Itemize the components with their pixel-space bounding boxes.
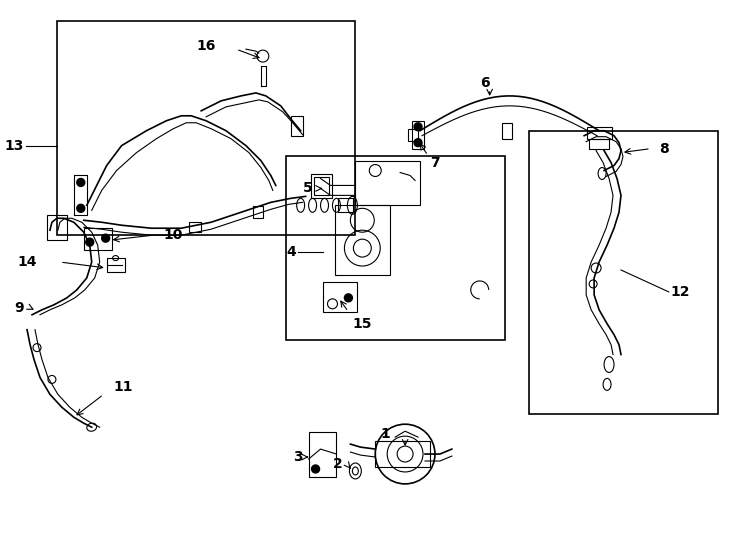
Circle shape [312,465,319,473]
Circle shape [77,204,84,212]
Bar [529,131,719,414]
Text: 13: 13 [4,139,24,153]
Circle shape [414,139,422,147]
Bar [408,129,418,140]
Circle shape [414,123,422,131]
Bar [308,432,336,477]
Bar [286,156,504,340]
Bar [47,215,67,240]
Text: 9: 9 [15,301,24,315]
Bar [253,206,263,218]
Bar [335,205,390,275]
Text: 11: 11 [114,380,133,394]
Text: 1: 1 [380,427,390,441]
Bar [587,127,612,139]
Text: 12: 12 [671,285,690,299]
Text: 10: 10 [164,228,183,242]
Bar [412,121,424,149]
Bar [322,282,357,312]
Text: 14: 14 [18,255,37,269]
Text: 2: 2 [333,457,343,471]
Bar [375,441,430,467]
Text: 4: 4 [286,245,296,259]
Bar [57,21,355,235]
Text: 16: 16 [197,39,216,53]
Text: 7: 7 [430,156,440,170]
Text: 5: 5 [303,181,313,195]
Bar [589,139,609,148]
Bar [338,198,353,212]
Bar [84,228,112,250]
Circle shape [344,294,352,302]
Bar [189,222,201,232]
Circle shape [86,238,94,246]
Circle shape [77,179,84,186]
Circle shape [102,234,109,242]
Bar [291,116,302,136]
Text: 6: 6 [480,76,490,90]
Text: 3: 3 [293,450,302,464]
Text: 8: 8 [659,141,669,156]
Bar [106,258,125,272]
Text: 15: 15 [352,317,372,330]
Bar [355,160,420,205]
Bar [501,123,512,139]
